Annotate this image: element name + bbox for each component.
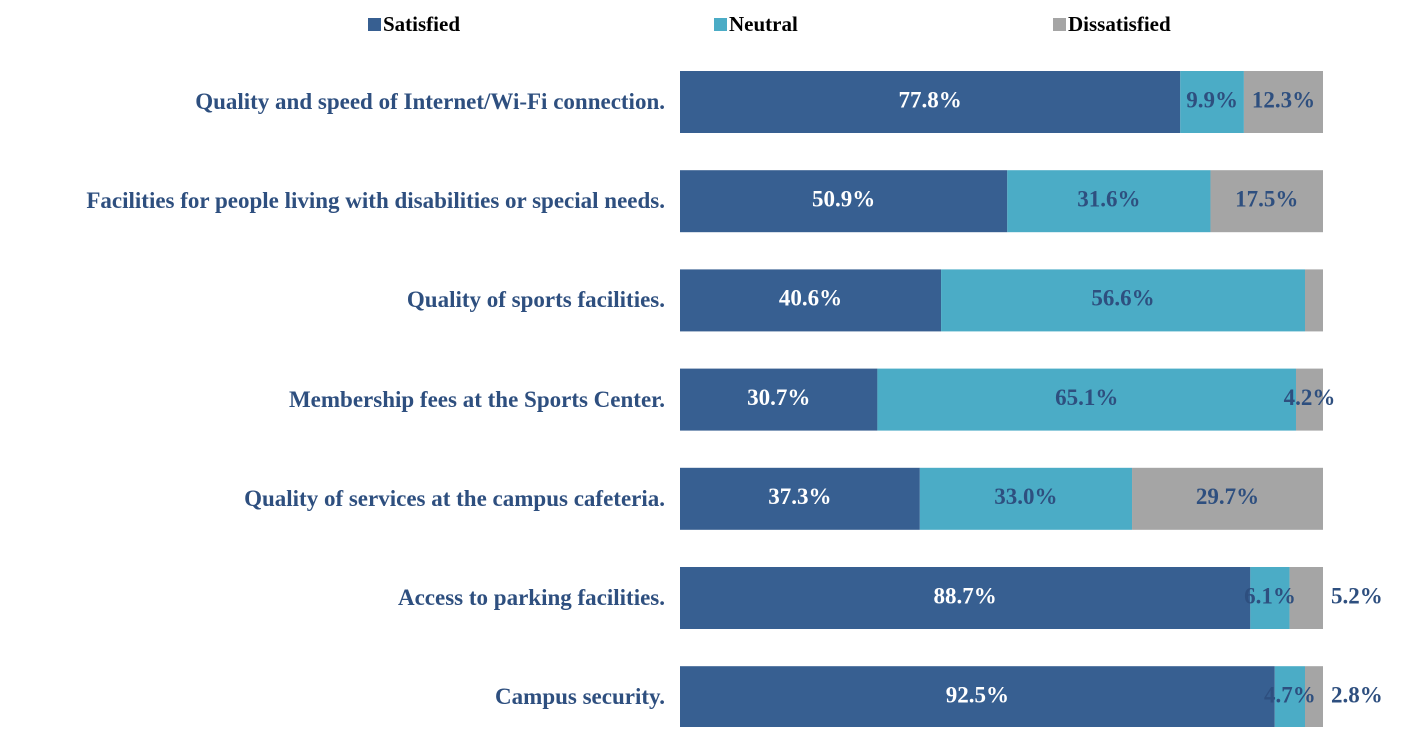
value-label: 33.0% [994, 484, 1057, 509]
bar-segment [680, 666, 1275, 727]
value-label: 50.9% [812, 186, 875, 211]
category-label: Quality and speed of Internet/Wi-Fi conn… [0, 62, 665, 142]
legend-swatch [368, 18, 381, 31]
value-label: 37.3% [768, 484, 831, 509]
bar-segment [680, 467, 920, 530]
bar-segment [1210, 170, 1323, 233]
value-label: 40.6% [779, 286, 842, 311]
value-label: 30.7% [747, 385, 810, 410]
category-label: Quality of sports facilities. [0, 260, 665, 340]
bar-segment [1007, 170, 1211, 233]
value-label: 6.1% [1244, 583, 1296, 608]
legend-swatch [1053, 18, 1066, 31]
value-label: 5.2% [1331, 583, 1383, 608]
category-label: Quality of services at the campus cafete… [0, 459, 665, 539]
bar-segment [1250, 567, 1290, 629]
category-text: Facilities for people living with disabi… [86, 188, 665, 214]
category-label: Campus security. [0, 657, 665, 737]
category-text: Campus security. [495, 684, 665, 710]
value-label: 31.6% [1077, 186, 1140, 211]
bar-segment [680, 567, 1251, 629]
bar-segment [680, 170, 1008, 233]
value-label: 9.9% [1186, 87, 1238, 112]
value-label: 4.2% [1284, 385, 1336, 410]
bar-segment [680, 71, 1181, 133]
value-label: 4.7% [1264, 682, 1316, 707]
bar-segment [1289, 567, 1323, 629]
value-label: 17.5% [1235, 186, 1298, 211]
value-label: 12.3% [1252, 87, 1315, 112]
category-label: Access to parking facilities. [0, 558, 665, 638]
value-label: 29.7% [1196, 484, 1259, 509]
bar-segment [1295, 368, 1323, 431]
value-label: 56.6% [1091, 286, 1154, 311]
legend-swatch [714, 18, 727, 31]
legend-label: Satisfied [383, 12, 460, 36]
bar-segment [1304, 269, 1323, 332]
value-label: 88.7% [934, 583, 997, 608]
value-label: 2.8% [1331, 682, 1383, 707]
legend-label: Neutral [729, 12, 798, 36]
bar-segment [1243, 71, 1323, 133]
value-label: 92.5% [946, 682, 1009, 707]
bar-segment [1180, 71, 1244, 133]
category-text: Access to parking facilities. [397, 585, 665, 610]
bar-segment [941, 269, 1305, 332]
category-label: Facilities for people living with disabi… [0, 161, 665, 241]
bar-segment [919, 467, 1133, 530]
category-text: Membership fees at the Sports Center. [288, 386, 665, 412]
bar-segment [1274, 666, 1305, 727]
bar-segment [1304, 666, 1323, 727]
category-label: Membership fees at the Sports Center. [0, 360, 665, 440]
legend-label: Dissatisfied [1068, 12, 1171, 36]
bar-segment [1132, 467, 1323, 530]
bar-segment [680, 269, 942, 332]
category-text: Quality of services at the campus cafete… [244, 485, 665, 511]
category-text: Quality and speed of Internet/Wi-Fi conn… [195, 89, 665, 114]
value-label: 65.1% [1055, 385, 1118, 410]
bar-segment [877, 368, 1296, 431]
bar-segment [680, 368, 878, 431]
category-text: Quality of sports facilities. [406, 287, 665, 313]
value-label: 77.8% [899, 87, 962, 112]
